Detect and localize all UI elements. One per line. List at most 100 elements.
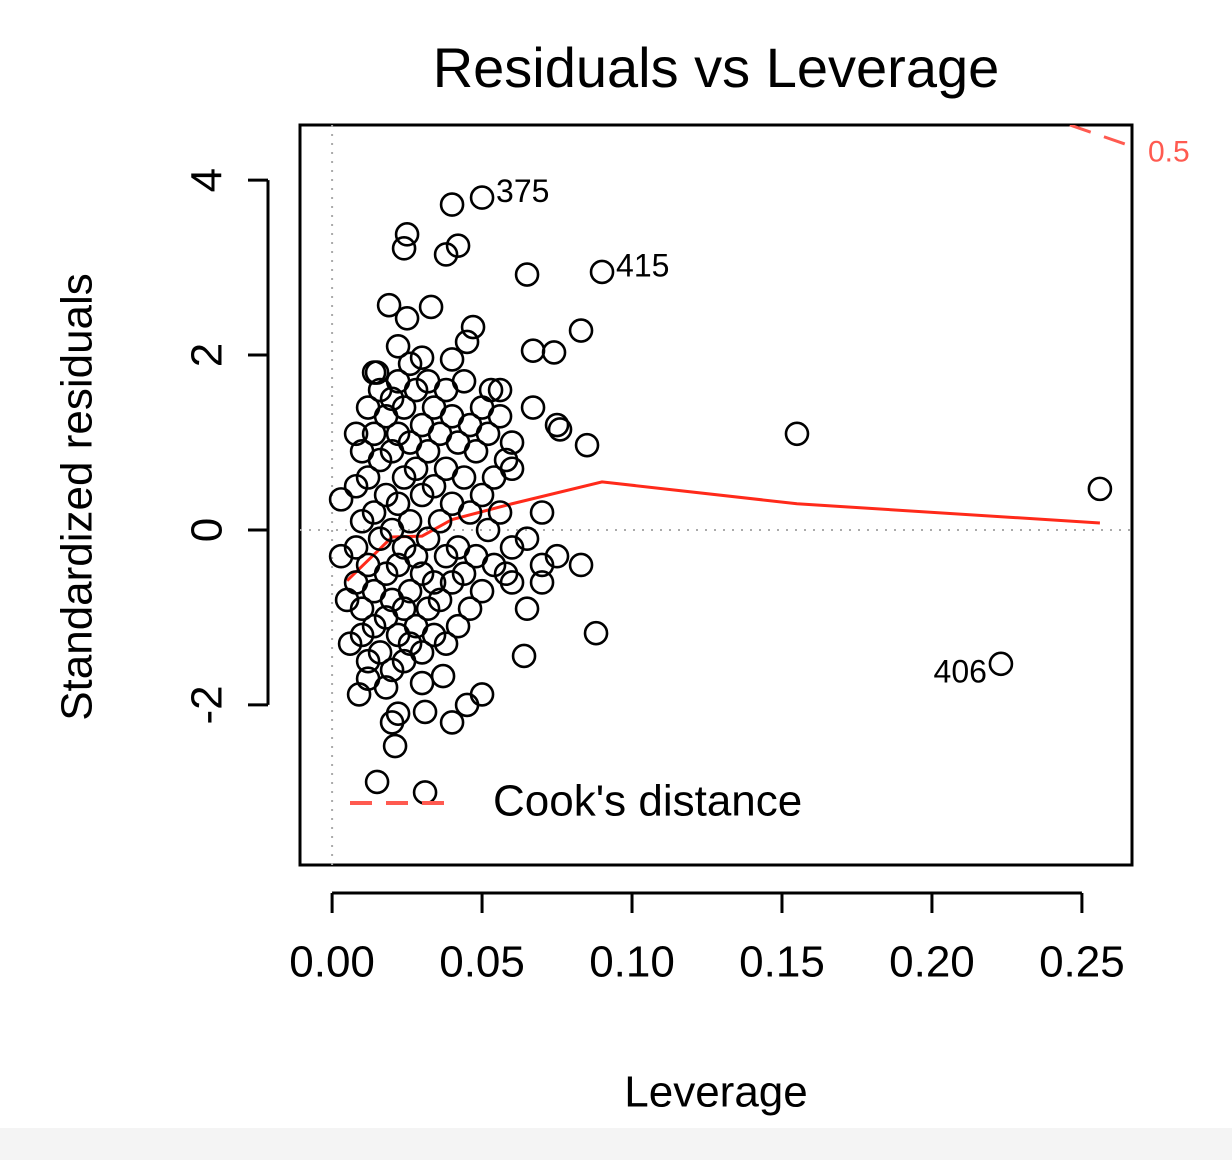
- point: [373, 675, 399, 700]
- y-tick-label: 2: [183, 343, 232, 367]
- cooks-contour-label: 0.5: [1148, 136, 1190, 169]
- point: [361, 500, 387, 525]
- point: [394, 306, 420, 331]
- point: [460, 314, 486, 340]
- point: [454, 692, 480, 718]
- x-tick-label: 0.25: [1039, 938, 1125, 987]
- y-axis-title: Standardized residuals: [53, 273, 102, 721]
- point: [409, 670, 435, 696]
- point: [415, 526, 441, 552]
- point: [784, 421, 810, 447]
- point: [481, 465, 507, 490]
- point: [469, 578, 495, 604]
- point: [529, 500, 555, 525]
- point: [499, 430, 525, 455]
- point: [430, 663, 456, 689]
- point: [529, 552, 555, 578]
- point: [391, 236, 417, 261]
- point: [412, 699, 438, 725]
- x-tick-label: 0.00: [289, 938, 375, 987]
- point: [403, 456, 429, 482]
- point: [361, 360, 387, 385]
- point: [421, 473, 447, 499]
- point: [385, 334, 411, 359]
- point: [439, 192, 465, 217]
- point: [469, 482, 495, 508]
- point: [445, 613, 471, 639]
- point: [397, 508, 423, 534]
- point: [409, 640, 435, 665]
- point: [574, 432, 600, 458]
- point: [409, 345, 435, 370]
- point: [520, 338, 546, 363]
- point: [391, 395, 417, 420]
- point: [397, 578, 423, 604]
- point: [376, 292, 402, 318]
- point: [511, 643, 537, 669]
- bottom-strip: [0, 1128, 1232, 1160]
- point: [457, 596, 483, 622]
- x-tick-label: 0.15: [739, 938, 825, 987]
- point: [355, 465, 381, 490]
- point: [493, 447, 519, 473]
- y-tick-label: 0: [183, 518, 232, 542]
- point: [487, 500, 513, 525]
- point: [364, 769, 390, 795]
- point: [499, 535, 525, 560]
- point: [541, 340, 567, 365]
- point: [361, 421, 387, 447]
- point: [391, 596, 417, 622]
- point: [415, 438, 441, 464]
- point: [379, 710, 405, 735]
- point: [469, 682, 495, 707]
- point: [457, 500, 483, 525]
- point: [343, 535, 369, 560]
- point: [499, 570, 525, 595]
- point: [520, 395, 546, 420]
- y-tick-label: 4: [183, 168, 232, 192]
- point: [463, 438, 489, 464]
- point: [568, 318, 594, 343]
- point: [988, 651, 1014, 677]
- point: [514, 526, 540, 552]
- point: [547, 417, 573, 442]
- point: [439, 710, 465, 735]
- point: [514, 596, 540, 622]
- point: [514, 262, 540, 287]
- point: [427, 587, 453, 613]
- point: [382, 733, 408, 759]
- point: [475, 517, 501, 543]
- point: [403, 543, 429, 569]
- point: [544, 412, 570, 438]
- legend-label: Cook's distance: [493, 777, 802, 826]
- cooks-contour: [1069, 125, 1132, 148]
- x-tick-label: 0.05: [439, 938, 525, 987]
- point: [589, 259, 615, 285]
- point: [328, 543, 354, 569]
- plot-area: [300, 125, 1132, 865]
- point: [439, 347, 465, 372]
- point: [487, 377, 513, 403]
- point: [385, 491, 411, 517]
- chart-title: Residuals vs Leverage: [433, 36, 1000, 99]
- plot-frame: [298, 123, 1134, 867]
- point: [1087, 476, 1113, 502]
- point: [544, 543, 570, 569]
- point: [343, 421, 369, 447]
- point: [349, 596, 375, 622]
- point: [328, 487, 354, 512]
- point: [394, 222, 420, 247]
- point: [469, 185, 495, 210]
- point: [451, 561, 477, 587]
- point: [583, 620, 609, 646]
- point: [367, 640, 393, 665]
- point-label: 375: [496, 173, 549, 209]
- point: [418, 294, 444, 320]
- x-tick-label: 0.10: [589, 938, 675, 987]
- y-tick-label: -2: [183, 685, 232, 724]
- point: [445, 233, 471, 259]
- point: [427, 508, 453, 534]
- x-tick-label: 0.20: [889, 938, 975, 987]
- point: [451, 465, 477, 490]
